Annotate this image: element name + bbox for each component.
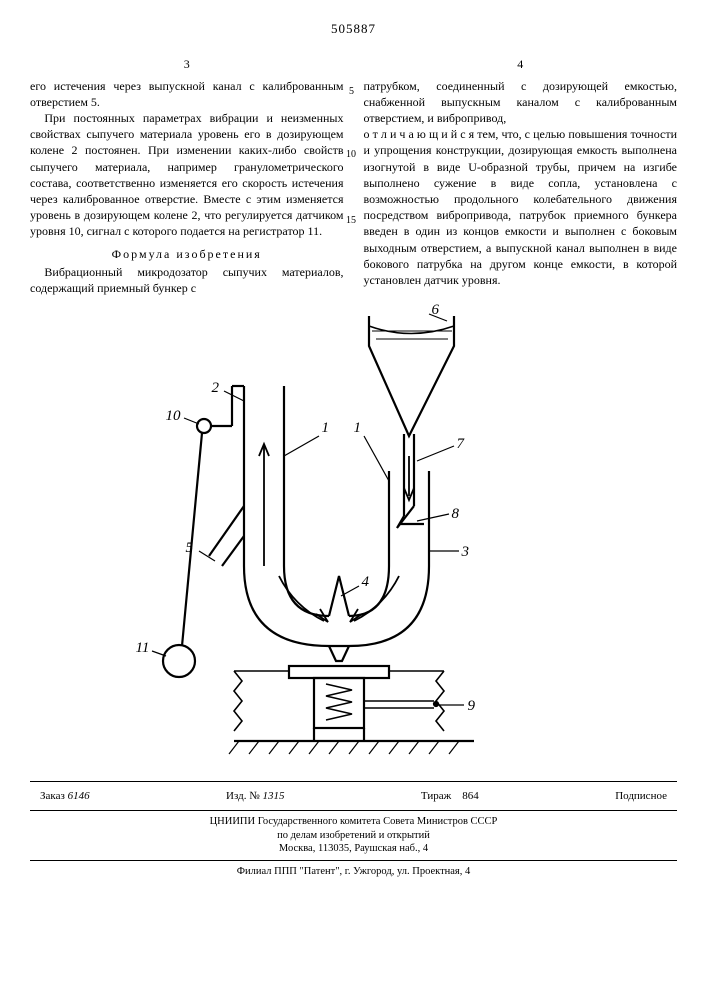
- footer-org: ЦНИИПИ Государственного комитета Совета …: [30, 810, 677, 856]
- fig-label-10: 10: [166, 406, 181, 426]
- right-para-2: о т л и ч а ю щ и й с я тем, что, с цель…: [364, 126, 678, 288]
- line-marker-15: 15: [346, 214, 356, 228]
- order-field: Заказ 6146: [40, 789, 90, 804]
- left-column: 3 его истечения через выпускной канал с …: [30, 56, 344, 297]
- fig-label-6: 6: [432, 300, 440, 320]
- patent-figure: 1 1 2 3 4 5 6 7 8 9 10 11: [114, 306, 594, 766]
- tirazh-label: Тираж: [421, 790, 451, 802]
- footer-row: Заказ 6146 Изд. № 1315 Тираж 864 Подписн…: [30, 787, 677, 806]
- patent-number: 505887: [30, 20, 677, 38]
- izd-field: Изд. № 1315: [226, 789, 284, 804]
- line-marker-5: 5: [349, 85, 354, 99]
- left-para-3: Вибрационный микродозатор сыпучих матери…: [30, 264, 344, 296]
- fig-label-2: 2: [212, 378, 220, 398]
- izd-label: Изд. №: [226, 790, 260, 802]
- left-para-1: его истечения через выпускной канал с ка…: [30, 78, 344, 110]
- tirazh-value: 864: [462, 790, 479, 802]
- fig-label-8: 8: [452, 504, 460, 524]
- right-para-1: патрубком, соединенный с дозирующей емко…: [364, 78, 678, 127]
- fig-label-1b: 1: [354, 418, 362, 438]
- order-value: 6146: [68, 790, 90, 802]
- podpisnoe: Подписное: [615, 789, 667, 804]
- footer: Заказ 6146 Изд. № 1315 Тираж 864 Подписн…: [30, 781, 677, 879]
- fig-label-11: 11: [136, 638, 150, 658]
- figure-svg: [114, 306, 594, 766]
- fig-label-7: 7: [457, 434, 465, 454]
- tirazh-field: Тираж 864: [421, 789, 479, 804]
- line-marker-10: 10: [346, 148, 356, 162]
- fig-label-3: 3: [462, 542, 470, 562]
- footer-branch: Филиал ППП "Патент", г. Ужгород, ул. Про…: [30, 860, 677, 879]
- izd-value: 1315: [262, 790, 284, 802]
- org-line-1: ЦНИИПИ Государственного комитета Совета …: [30, 815, 677, 829]
- right-col-number: 4: [364, 56, 678, 72]
- formula-title: Формула изобретения: [30, 246, 344, 262]
- fig-label-4: 4: [362, 572, 370, 592]
- left-para-2: При постоянных параметрах вибрации и неи…: [30, 110, 344, 240]
- fig-label-9: 9: [468, 696, 476, 716]
- org-line-3: Москва, 113035, Раушская наб., 4: [30, 842, 677, 856]
- left-col-number: 3: [30, 56, 344, 72]
- org-line-2: по делам изобретений и открытий: [30, 829, 677, 843]
- right-column: 4 патрубком, соединенный с дозирующей ем…: [364, 56, 678, 297]
- fig-label-1a: 1: [322, 418, 330, 438]
- order-label: Заказ: [40, 790, 65, 802]
- fig-label-5: 5: [186, 538, 194, 558]
